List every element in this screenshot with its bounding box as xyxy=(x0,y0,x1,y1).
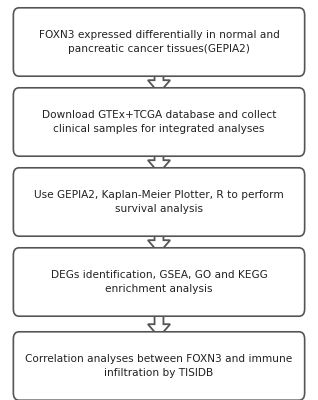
Polygon shape xyxy=(148,71,170,93)
Text: DEGs identification, GSEA, GO and KEGG
enrichment analysis: DEGs identification, GSEA, GO and KEGG e… xyxy=(51,270,267,294)
Text: Correlation analyses between FOXN3 and immune
infiltration by TISIDB: Correlation analyses between FOXN3 and i… xyxy=(25,354,293,378)
Polygon shape xyxy=(148,311,170,337)
FancyBboxPatch shape xyxy=(13,332,305,400)
FancyBboxPatch shape xyxy=(13,8,305,76)
Text: Use GEPIA2, Kaplan-Meier Plotter, R to perform
survival analysis: Use GEPIA2, Kaplan-Meier Plotter, R to p… xyxy=(34,190,284,214)
FancyBboxPatch shape xyxy=(13,88,305,156)
Polygon shape xyxy=(148,231,170,253)
FancyBboxPatch shape xyxy=(13,168,305,236)
Text: FOXN3 expressed differentially in normal and
pancreatic cancer tissues(GEPIA2): FOXN3 expressed differentially in normal… xyxy=(38,30,280,54)
Polygon shape xyxy=(148,151,170,173)
Text: Download GTEx+TCGA database and collect
clinical samples for integrated analyses: Download GTEx+TCGA database and collect … xyxy=(42,110,276,134)
FancyBboxPatch shape xyxy=(13,248,305,316)
